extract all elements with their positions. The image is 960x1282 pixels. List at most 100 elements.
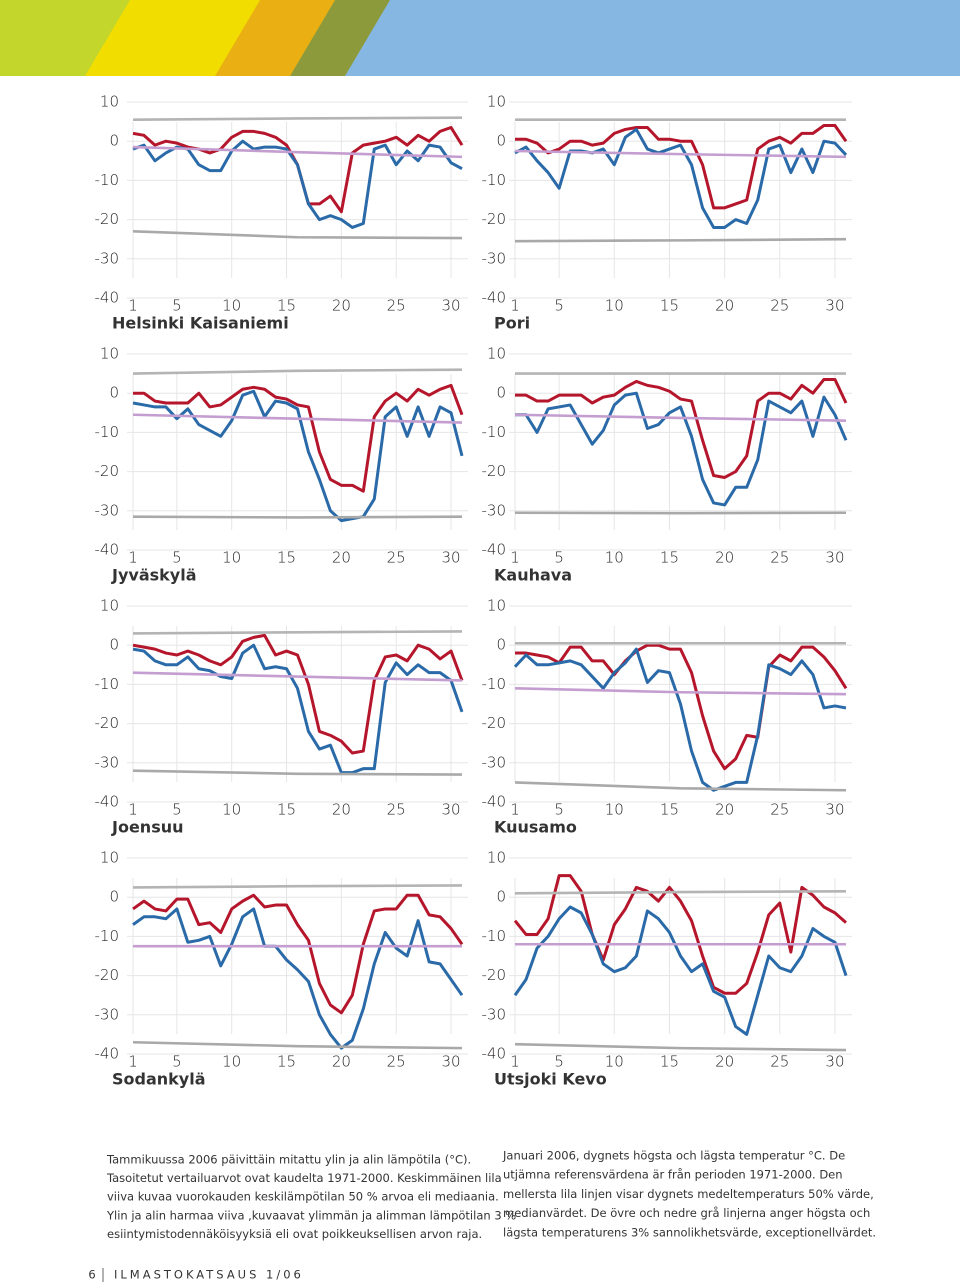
station-name: Sodankylä [112, 1070, 206, 1089]
series-line [132, 116, 463, 121]
x-tick-label: 15 [277, 801, 296, 819]
caption-fi: Tammikuussa 2006 päivittäin mitattu ylin… [106, 1153, 516, 1241]
x-tick-label: 15 [660, 549, 679, 567]
banner-lime [0, 0, 130, 76]
x-tick-label: 5 [554, 1053, 564, 1071]
y-tick-label: 0 [496, 132, 506, 150]
station-name: Utsjoki Kevo [494, 1070, 607, 1089]
series-line [132, 643, 464, 775]
x-tick-label: 1 [128, 549, 138, 567]
x-tick-label: 25 [387, 549, 406, 567]
x-tick-label: 10 [605, 1053, 624, 1071]
y-tick-label: -30 [482, 249, 507, 267]
y-tick-label: -40 [95, 1045, 120, 1063]
y-tick-label: -30 [95, 501, 120, 519]
x-tick-label: 10 [222, 297, 241, 315]
caption-line: viiva kuvaa vuorokauden keskilämpötilan … [107, 1190, 499, 1204]
x-tick-label: 25 [770, 1053, 789, 1071]
y-tick-label: -20 [482, 714, 507, 732]
station-name: Kauhava [494, 566, 572, 585]
y-tick-label: -30 [482, 501, 507, 519]
x-tick-label: 1 [510, 1053, 520, 1071]
series-line [132, 884, 463, 889]
x-tick-label: 20 [715, 1053, 734, 1071]
x-tick-label: 30 [441, 549, 460, 567]
y-tick-label: -30 [482, 1005, 507, 1023]
y-tick-label: -30 [95, 1005, 120, 1023]
x-tick-label: 25 [770, 549, 789, 567]
y-tick-label: -40 [95, 541, 120, 559]
series-line [515, 377, 848, 479]
y-tick-label: -40 [95, 289, 120, 307]
series-line [132, 389, 464, 523]
series-line [132, 907, 464, 1050]
y-tick-label: -20 [482, 462, 507, 480]
series-line [513, 905, 848, 1036]
y-tick-label: -20 [482, 966, 507, 984]
x-tick-label: 20 [332, 297, 351, 315]
x-tick-label: 5 [554, 549, 564, 567]
series-line [513, 874, 847, 995]
x-tick-label: 20 [332, 801, 351, 819]
y-tick-label: -40 [95, 793, 120, 811]
series-line [132, 1040, 463, 1050]
series-line [515, 391, 848, 507]
y-tick-label: 0 [109, 636, 119, 654]
y-tick-label: -10 [95, 927, 120, 945]
series-line [132, 515, 463, 519]
x-tick-label: 5 [554, 801, 564, 819]
series-line [132, 671, 463, 682]
series-line [133, 383, 464, 493]
station-name: Kuusamo [494, 818, 577, 837]
caption-line: Januari 2006, dygnets högsta och lägsta … [502, 1149, 845, 1163]
series-line [514, 687, 847, 696]
x-tick-label: 25 [770, 297, 789, 315]
caption-line: utjämna referensvärdena är från perioden… [503, 1168, 843, 1182]
x-tick-label: 1 [128, 1053, 138, 1071]
series-line [132, 230, 463, 240]
x-tick-label: 10 [605, 297, 624, 315]
x-tick-label: 10 [222, 1053, 241, 1071]
x-tick-label: 20 [715, 549, 734, 567]
y-tick-label: -40 [482, 289, 507, 307]
x-tick-label: 5 [172, 297, 182, 315]
y-tick-label: -30 [95, 249, 120, 267]
y-tick-label: 10 [100, 849, 119, 867]
x-tick-label: 1 [510, 297, 520, 315]
series-line [515, 124, 848, 210]
x-tick-label: 25 [387, 297, 406, 315]
y-tick-label: 10 [487, 597, 506, 615]
y-tick-label: -40 [482, 541, 507, 559]
x-tick-label: 30 [825, 297, 844, 315]
series-line [514, 413, 847, 422]
x-tick-label: 15 [660, 801, 679, 819]
x-tick-label: 15 [277, 1053, 296, 1071]
x-tick-label: 15 [277, 297, 296, 315]
caption-line: Ylin ja alin harmaa viiva ,kuvaavat ylim… [106, 1208, 516, 1222]
y-tick-label: -20 [95, 714, 120, 732]
caption-line: esiintymistodennäköisyyksiä eli ovat poi… [107, 1227, 482, 1241]
y-tick-label: 0 [109, 132, 119, 150]
y-tick-label: -20 [95, 966, 120, 984]
x-tick-label: 1 [510, 801, 520, 819]
x-tick-label: 5 [172, 549, 182, 567]
series-line [514, 890, 847, 895]
y-tick-label: 10 [487, 849, 506, 867]
series-line [132, 139, 463, 229]
y-tick-label: -10 [482, 927, 507, 945]
x-tick-label: 30 [825, 1053, 844, 1071]
x-tick-label: 25 [387, 801, 406, 819]
x-tick-label: 20 [332, 1053, 351, 1071]
y-tick-label: -10 [482, 423, 507, 441]
y-tick-label: 10 [487, 345, 506, 363]
series-line [132, 769, 463, 776]
y-tick-label: -20 [482, 210, 507, 228]
y-tick-label: -40 [482, 793, 507, 811]
y-tick-label: -20 [95, 462, 120, 480]
